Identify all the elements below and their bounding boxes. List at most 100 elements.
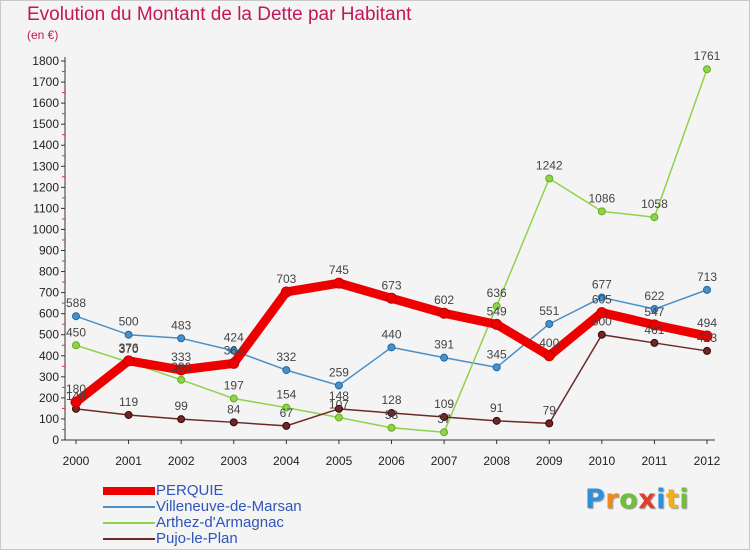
- legend-item-pujo-le-plan: Pujo-le-Plan: [103, 531, 363, 547]
- data-point: [596, 307, 608, 319]
- data-label: 109: [434, 397, 454, 411]
- data-point: [648, 319, 660, 331]
- data-point: [440, 428, 449, 437]
- data-label: 148: [66, 389, 86, 403]
- x-tick-label: 2010: [588, 454, 615, 468]
- data-label: 1086: [588, 191, 615, 205]
- data-label: 588: [66, 296, 86, 310]
- data-point: [175, 364, 187, 376]
- legend-label: Villeneuve-de-Marsan: [156, 498, 302, 515]
- data-label: 483: [171, 318, 191, 332]
- y-tick-label: 1600: [32, 96, 59, 110]
- data-point: [545, 319, 554, 328]
- data-point: [177, 415, 186, 424]
- data-label: 745: [329, 263, 349, 277]
- data-point: [334, 404, 343, 413]
- data-label: 370: [119, 342, 139, 356]
- data-label: 376: [119, 341, 139, 355]
- data-point: [543, 350, 555, 362]
- y-tick-label: 1200: [32, 180, 59, 194]
- data-point: [72, 312, 80, 321]
- data-point: [387, 343, 396, 352]
- data-point: [597, 293, 606, 302]
- data-point: [229, 418, 238, 427]
- x-tick-label: 2005: [326, 454, 353, 468]
- data-point: [334, 413, 343, 422]
- logo-letter: i: [656, 484, 666, 515]
- legend-item-villeneuve-de-marsan: Villeneuve-de-Marsan: [103, 499, 363, 515]
- data-label: 148: [329, 389, 349, 403]
- data-point: [492, 302, 501, 311]
- x-tick-label: 2006: [378, 454, 405, 468]
- data-label: 107: [329, 397, 349, 411]
- data-label: 67: [280, 406, 294, 420]
- data-label: 547: [644, 305, 664, 319]
- data-label: 37: [437, 412, 451, 426]
- legend-item-arthez-d-armagnac: Arthez-d'Armagnac: [103, 515, 363, 531]
- x-tick-label: 2001: [115, 454, 142, 468]
- data-label: 461: [644, 323, 664, 337]
- data-label: 259: [329, 365, 349, 379]
- data-label: 673: [381, 278, 401, 292]
- legend-swatch: [103, 538, 155, 540]
- data-label: 79: [543, 403, 557, 417]
- chart-title: Evolution du Montant de la Dette par Hab…: [27, 4, 412, 25]
- data-point: [334, 381, 343, 390]
- data-label: 500: [119, 315, 139, 329]
- data-point: [228, 357, 240, 369]
- y-tick-label: 1100: [33, 201, 59, 215]
- logo-letter: r: [605, 484, 620, 515]
- x-tick-label: 2009: [536, 454, 563, 468]
- legend-swatch: [103, 506, 155, 508]
- data-point: [282, 366, 291, 375]
- data-point: [491, 318, 503, 330]
- data-point: [72, 341, 80, 350]
- data-label: 424: [224, 331, 244, 345]
- data-label: 500: [592, 315, 612, 329]
- y-tick-label: 1700: [32, 75, 59, 89]
- y-tick-label: 300: [39, 370, 59, 384]
- data-label: 197: [224, 379, 244, 393]
- data-point: [492, 363, 501, 372]
- x-tick-label: 2008: [483, 454, 510, 468]
- data-point: [492, 416, 501, 425]
- data-point: [333, 277, 345, 289]
- y-tick-label: 1800: [32, 54, 59, 68]
- data-point: [545, 419, 554, 428]
- data-label: 1242: [536, 158, 563, 172]
- data-label: 391: [434, 338, 454, 352]
- y-tick-label: 0: [52, 433, 59, 447]
- logo-letter: o: [619, 484, 639, 515]
- data-point: [177, 375, 186, 384]
- legend-item-perquie: PERQUIE: [103, 483, 363, 499]
- series-line: [75, 68, 708, 433]
- data-point: [440, 353, 449, 362]
- data-point: [597, 330, 606, 339]
- data-label: 602: [434, 293, 454, 307]
- data-point: [650, 338, 659, 347]
- data-label: 677: [592, 277, 612, 291]
- data-point: [124, 410, 133, 419]
- legend-swatch: [103, 522, 155, 524]
- data-point: [229, 394, 238, 403]
- data-label: 119: [119, 395, 138, 409]
- data-label: 1058: [641, 197, 668, 211]
- x-tick-label: 2012: [694, 454, 721, 468]
- data-label: 91: [490, 401, 504, 415]
- data-label: 333: [171, 350, 191, 364]
- data-label: 154: [276, 388, 296, 402]
- data-point: [282, 421, 291, 430]
- logo-letter: t: [665, 484, 680, 515]
- x-tick-label: 2003: [220, 454, 247, 468]
- data-point: [387, 423, 396, 432]
- data-point: [229, 346, 238, 355]
- data-point: [124, 330, 133, 339]
- y-tick-label: 1000: [32, 222, 59, 236]
- data-label: 494: [697, 316, 717, 330]
- y-tick-label: 600: [39, 307, 59, 321]
- data-point: [440, 413, 449, 422]
- data-point: [282, 403, 291, 412]
- data-point: [597, 207, 606, 216]
- data-label: 180: [66, 382, 86, 396]
- legend-label: Pujo-le-Plan: [156, 530, 238, 547]
